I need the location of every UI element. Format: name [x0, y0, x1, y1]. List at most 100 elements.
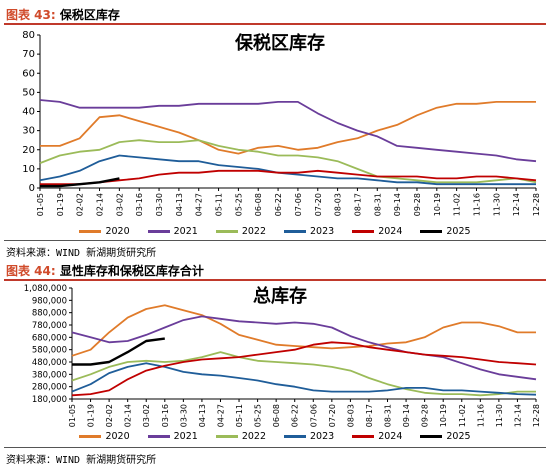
x-tick-label: 01-05 [68, 404, 77, 427]
legend-label: 2021 [173, 431, 198, 442]
chart-1-legend: 2020 2021 2022 2023 2024 2025 [0, 226, 550, 237]
series-line-2024 [40, 169, 537, 186]
x-tick-label: 02-02 [105, 404, 114, 427]
x-tick-label: 09-28 [413, 193, 422, 216]
x-tick-label: 09-28 [421, 404, 430, 427]
x-tick-label: 01-19 [56, 193, 65, 216]
x-tick-label: 05-25 [234, 193, 243, 216]
x-tick-label: 12-28 [532, 193, 541, 216]
x-tick-label: 12-14 [512, 193, 521, 216]
y-tick-label: 60 [22, 68, 35, 79]
x-tick-label: 11-30 [495, 404, 504, 427]
x-tick-label: 12-28 [532, 404, 541, 427]
x-tick-label: 05-11 [235, 404, 244, 427]
legend-item-2024: 2024 [352, 431, 402, 442]
legend-swatch [420, 435, 443, 438]
series-line-2025 [40, 177, 120, 188]
x-tick-label: 02-14 [124, 404, 133, 427]
y-tick-label: 30 [22, 126, 35, 137]
legend-swatch [79, 435, 102, 438]
legend-label: 2023 [310, 226, 335, 237]
x-tick-label: 08-31 [384, 404, 393, 427]
x-tick-label: 11-16 [472, 193, 481, 216]
legend-label: 2022 [241, 431, 266, 442]
figure-43-text: 保税区库存 [55, 8, 120, 22]
series-line-2025 [72, 337, 165, 366]
y-tick-label: 580,000 [32, 346, 67, 356]
series-line-2022 [39, 139, 537, 184]
legend-item-2021: 2021 [147, 226, 198, 237]
x-tick-label: 02-02 [76, 193, 85, 216]
y-tick-label: 70 [22, 49, 35, 60]
x-tick-label: 11-16 [476, 404, 485, 427]
y-tick-label: 10 [22, 164, 35, 175]
x-tick-label: 03-16 [135, 193, 144, 216]
y-tick-label: 880,000 [32, 309, 67, 319]
x-tick-label: 04-27 [216, 404, 225, 427]
legend-swatch [352, 435, 375, 438]
legend-item-2023: 2023 [284, 431, 334, 442]
y-tick-label: 1,080,000 [24, 284, 67, 294]
x-tick-label: 02-14 [96, 193, 105, 216]
x-tick-label: 12-14 [513, 404, 522, 427]
x-tick-label: 03-30 [155, 193, 164, 216]
x-tick-label: 03-02 [142, 404, 151, 427]
legend-swatch [147, 435, 170, 438]
x-tick-label: 08-03 [346, 404, 355, 427]
x-tick-label: 06-22 [274, 193, 283, 216]
y-tick-label: 380,000 [32, 370, 67, 380]
legend-item-2021: 2021 [147, 431, 198, 442]
series-line-2024 [71, 341, 537, 397]
x-tick-label: 08-17 [365, 404, 374, 427]
x-tick-label: 10-19 [439, 404, 448, 427]
y-tick-label: 780,000 [32, 321, 67, 331]
legend-swatch [352, 230, 375, 233]
legend-item-2023: 2023 [284, 226, 334, 237]
x-tick-label: 11-02 [453, 193, 462, 216]
y-tick-label: 180,000 [32, 395, 67, 405]
x-tick-label: 06-08 [272, 404, 281, 427]
series-line-2022 [71, 351, 536, 397]
series-line-2021 [39, 99, 537, 163]
x-tick-label: 08-17 [353, 193, 362, 216]
legend-item-2022: 2022 [215, 431, 266, 442]
legend-item-2025: 2025 [420, 431, 471, 442]
legend-item-2020: 2020 [79, 431, 130, 442]
y-tick-label: 20 [22, 145, 35, 156]
legend-item-2024: 2024 [352, 226, 402, 237]
figure-43-bottom-rule [4, 240, 546, 241]
y-tick-label: 80 [22, 30, 35, 41]
series-line-2023 [39, 154, 536, 186]
legend-item-2022: 2022 [215, 226, 266, 237]
y-tick-label: 0 [29, 183, 35, 194]
legend-label: 2025 [446, 431, 471, 442]
y-tick-label: 40 [22, 107, 35, 118]
legend-swatch [420, 230, 443, 233]
x-tick-label: 06-08 [254, 193, 263, 216]
legend-item-2025: 2025 [420, 226, 471, 237]
x-tick-label: 11-30 [492, 193, 501, 216]
legend-label: 2021 [173, 226, 198, 237]
x-tick-label: 03-16 [161, 404, 170, 427]
y-tick-label: 980,000 [32, 296, 67, 306]
figure-43-prefix: 图表 43: [6, 8, 56, 22]
legend-swatch [215, 230, 238, 233]
series-line-2023 [71, 362, 537, 396]
y-tick-label: 680,000 [32, 333, 67, 343]
series-line-2020 [71, 304, 536, 357]
legend-swatch [284, 435, 306, 438]
legend-item-2020: 2020 [79, 226, 130, 237]
chart-total-inventory: 180,000 280,000 380,000 480,000 580,000 680,0… [24, 284, 541, 427]
legend-label: 2025 [446, 226, 471, 237]
figure-44-bottom-rule [4, 447, 546, 448]
x-tick-label: 10-19 [433, 193, 442, 216]
x-tick-label: 07-06 [294, 193, 303, 216]
x-tick-label: 08-03 [334, 193, 343, 216]
figure-44-text: 显性库存和保税区库存合计 [55, 264, 204, 278]
figure-44-caption: 图表 44: 显性库存和保税区库存合计 [6, 262, 204, 279]
x-tick-label: 07-20 [328, 404, 337, 427]
legend-label: 2020 [105, 431, 130, 442]
chart-2-legend: 2020 2021 2022 2023 2024 2025 [0, 431, 550, 442]
x-tick-label: 03-02 [115, 193, 124, 216]
legend-label: 2022 [241, 226, 266, 237]
